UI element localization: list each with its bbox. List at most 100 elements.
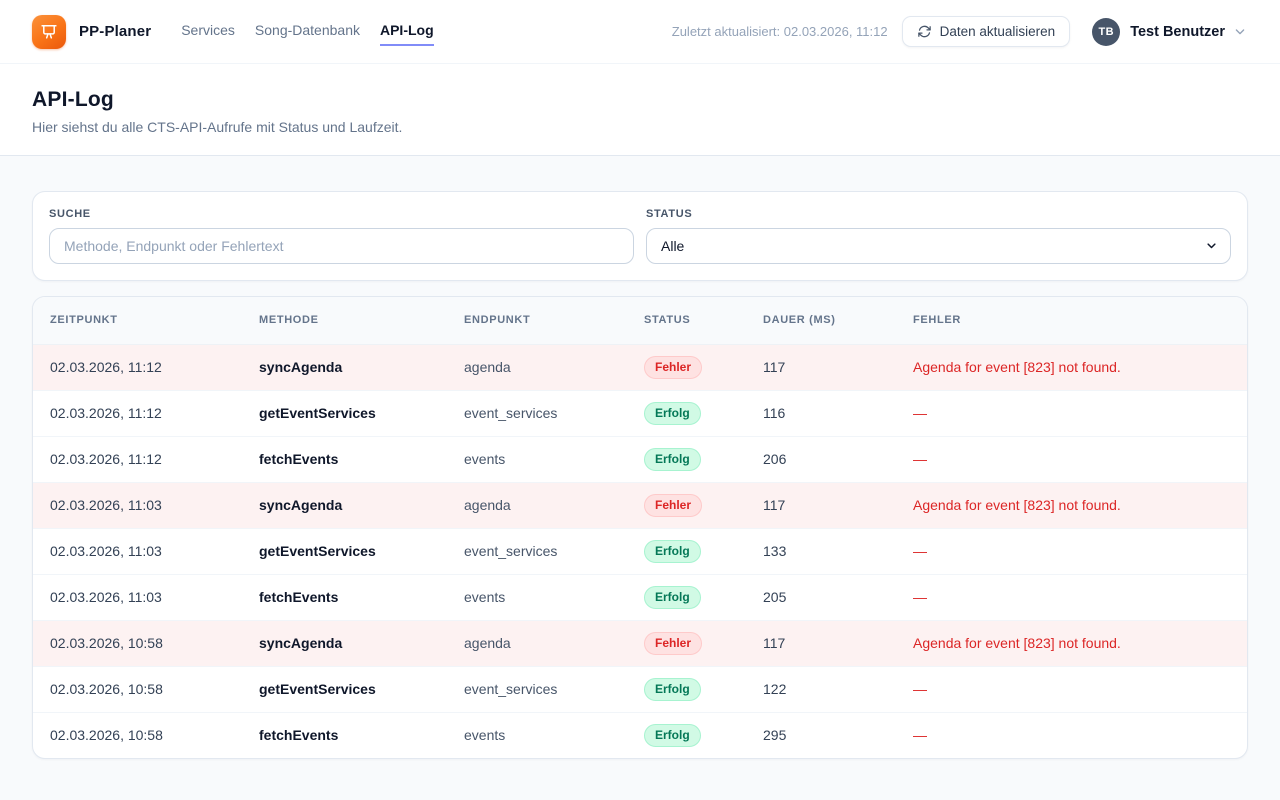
refresh-button-label: Daten aktualisieren — [939, 24, 1056, 39]
cell-method: fetchEvents — [242, 711, 447, 758]
table-row: 02.03.2026, 11:03 syncAgenda agenda Fehl… — [33, 481, 1247, 528]
cell-timestamp: 02.03.2026, 10:58 — [33, 619, 242, 666]
cell-duration: 122 — [746, 665, 896, 712]
cell-error: — — [896, 711, 1247, 758]
status-badge: Erfolg — [644, 677, 701, 701]
status-badge: Erfolg — [644, 723, 701, 747]
navbar-right: Zuletzt aktualisiert: 02.03.2026, 11:12 … — [672, 16, 1248, 47]
cell-endpoint: event_services — [447, 527, 627, 574]
cell-duration: 117 — [746, 344, 896, 390]
cell-method: getEventServices — [242, 665, 447, 712]
cell-error: Agenda for event [823] not found. — [896, 619, 1247, 666]
cell-timestamp: 02.03.2026, 11:03 — [33, 573, 242, 620]
status-label: STATUS — [646, 208, 693, 220]
nav-item-api-log[interactable]: API-Log — [379, 18, 434, 46]
top-navbar: PP-Planer Services Song-Datenbank API-Log … — [0, 0, 1280, 64]
filter-grid: SUCHE STATUS Alle — [49, 208, 1231, 264]
search-field-group: SUCHE — [49, 208, 634, 264]
column-header: ENDPUNKT — [447, 297, 627, 345]
nav-item-services[interactable]: Services — [181, 21, 235, 38]
cell-endpoint: agenda — [447, 619, 627, 666]
cell-method: syncAgenda — [242, 481, 447, 528]
cell-status: Erfolg — [627, 573, 746, 620]
cell-duration: 116 — [746, 389, 896, 436]
cell-method: syncAgenda — [242, 619, 447, 666]
cell-status: Erfolg — [627, 389, 746, 436]
status-badge: Fehler — [644, 631, 703, 655]
cell-status: Erfolg — [627, 665, 746, 712]
status-badge: Fehler — [644, 493, 703, 517]
chevron-down-icon — [1235, 28, 1245, 34]
status-badge: Erfolg — [644, 585, 701, 609]
cell-error: — — [896, 389, 1247, 436]
cell-status: Fehler — [627, 344, 746, 390]
table-row: 02.03.2026, 11:03 getEventServices event… — [33, 527, 1247, 574]
table-row: 02.03.2026, 10:58 fetchEvents events Erf… — [33, 711, 1247, 758]
status-badge: Erfolg — [644, 447, 701, 471]
cell-timestamp: 02.03.2026, 11:03 — [33, 527, 242, 574]
app-logo — [32, 14, 66, 49]
cell-method: fetchEvents — [242, 573, 447, 620]
cell-method: getEventServices — [242, 527, 447, 574]
cell-endpoint: events — [447, 711, 627, 758]
column-header: METHODE — [242, 297, 447, 345]
api-log-table-card: ZEITPUNKT METHODE ENDPUNKT STATUS DAUER (MS)… — [32, 296, 1248, 759]
table-row: 02.03.2026, 10:58 getEventServices event… — [33, 665, 1247, 712]
avatar: TB — [1092, 17, 1121, 46]
cell-error: Agenda for event [823] not found. — [896, 481, 1247, 528]
column-header: DAUER (MS) — [746, 297, 896, 345]
presentation-icon — [41, 24, 57, 39]
cell-endpoint: event_services — [447, 389, 627, 436]
page-header: API-Log Hier siehst du alle CTS-API-Aufr… — [0, 64, 1280, 156]
refresh-data-button[interactable]: Daten aktualisieren — [901, 16, 1071, 47]
cell-error: — — [896, 573, 1247, 620]
table-header-row: ZEITPUNKT METHODE ENDPUNKT STATUS DAUER (MS)… — [33, 297, 1247, 345]
cell-status: Erfolg — [627, 711, 746, 758]
cell-endpoint: events — [447, 435, 627, 482]
column-header: ZEITPUNKT — [33, 297, 242, 345]
status-badge: Fehler — [644, 355, 703, 379]
cell-status: Fehler — [627, 619, 746, 666]
refresh-icon — [917, 25, 931, 38]
cell-status: Erfolg — [627, 527, 746, 574]
cell-duration: 206 — [746, 435, 896, 482]
table-row: 02.03.2026, 11:12 getEventServices event… — [33, 389, 1247, 436]
status-badge: Erfolg — [644, 401, 701, 425]
search-label: SUCHE — [49, 208, 91, 220]
user-name: Test Benutzer — [1130, 23, 1225, 40]
cell-timestamp: 02.03.2026, 10:58 — [33, 711, 242, 758]
last-updated-text: Zuletzt aktualisiert: 02.03.2026, 11:12 — [671, 24, 888, 39]
table-row: 02.03.2026, 10:58 syncAgenda agenda Fehl… — [33, 619, 1247, 666]
cell-method: syncAgenda — [242, 344, 447, 390]
cell-endpoint: events — [447, 573, 627, 620]
cell-method: getEventServices — [242, 389, 447, 436]
cell-error: — — [896, 435, 1247, 482]
cell-timestamp: 02.03.2026, 11:12 — [33, 344, 242, 390]
cell-duration: 295 — [746, 711, 896, 758]
cell-timestamp: 02.03.2026, 11:03 — [33, 481, 242, 528]
status-field-group: STATUS Alle — [646, 208, 1231, 264]
nav-item-song-datenbank[interactable]: Song-Datenbank — [254, 21, 360, 38]
cell-error: Agenda for event [823] not found. — [896, 344, 1247, 390]
cell-timestamp: 02.03.2026, 11:12 — [33, 389, 242, 436]
status-select-wrap: Alle — [646, 228, 1231, 264]
page-title: API-Log — [32, 88, 114, 111]
main-content: SUCHE STATUS Alle — [0, 156, 1280, 759]
status-select[interactable]: Alle — [646, 228, 1231, 264]
filter-card: SUCHE STATUS Alle — [32, 191, 1248, 281]
cell-endpoint: agenda — [447, 481, 627, 528]
table-row: 02.03.2026, 11:12 fetchEvents events Erf… — [33, 435, 1247, 482]
main-nav: Services Song-Datenbank API-Log — [181, 18, 434, 46]
cell-duration: 117 — [746, 619, 896, 666]
api-log-table: ZEITPUNKT METHODE ENDPUNKT STATUS DAUER (MS)… — [33, 297, 1247, 758]
status-badge: Erfolg — [644, 539, 701, 563]
cell-status: Erfolg — [627, 435, 746, 482]
cell-error: — — [896, 527, 1247, 574]
table-row: 02.03.2026, 11:12 syncAgenda agenda Fehl… — [33, 344, 1247, 390]
user-menu[interactable]: TB Test Benutzer — [1092, 17, 1248, 46]
search-input[interactable] — [49, 228, 634, 264]
column-header: FEHLER — [896, 297, 1247, 345]
cell-duration: 205 — [746, 573, 896, 620]
column-header: STATUS — [627, 297, 746, 345]
cell-duration: 117 — [746, 481, 896, 528]
